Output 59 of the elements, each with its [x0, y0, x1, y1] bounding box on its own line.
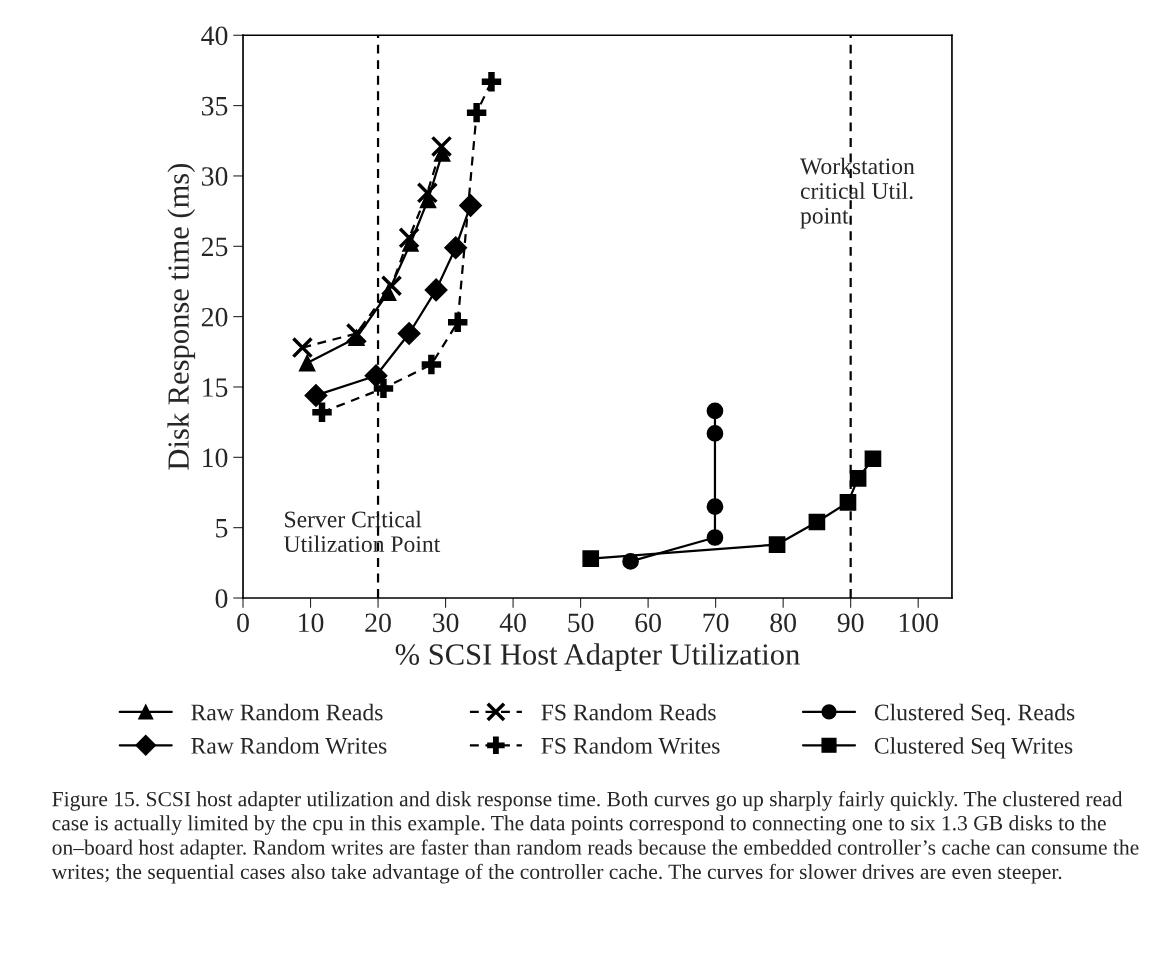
point [430, 135, 453, 158]
point [448, 312, 468, 332]
x-tick-label: 60 [635, 613, 661, 633]
y-tick-label: 30 [201, 167, 228, 186]
point [416, 182, 439, 204]
point [481, 71, 502, 92]
y-tick-label: 0 [215, 589, 228, 608]
point [864, 450, 882, 468]
point [706, 529, 724, 546]
point [706, 498, 724, 515]
point [424, 278, 448, 302]
y-axis-title: Disk Response time (ms) [167, 163, 196, 470]
x-tick-label: 0 [237, 613, 249, 633]
point [298, 354, 316, 372]
x-tick-label: 40 [499, 613, 526, 633]
point [398, 227, 420, 249]
point [768, 536, 786, 553]
legend-label: Clustered Seq Writes [874, 737, 1073, 759]
y-tick-label: 20 [201, 307, 228, 327]
legend-label: Raw Random Writes [191, 737, 387, 754]
ref-line-label: Workstation critical Util. point [800, 157, 915, 229]
y-tick-label: 5 [216, 519, 228, 538]
point [397, 322, 421, 346]
point [839, 494, 857, 511]
y-tick-label: 15 [203, 378, 228, 397]
x-tick-label: 50 [568, 613, 594, 633]
x-tick-label: 70 [703, 613, 729, 633]
point [808, 513, 826, 531]
legend-label: FS Random Reads [541, 703, 716, 721]
point [373, 378, 394, 399]
point [304, 383, 328, 407]
point [312, 402, 332, 423]
x-tick-label: 90 [837, 613, 864, 633]
point [706, 425, 724, 442]
caption: Figure 15. SCSI host adapter utilization and disk response time. Both curves go up sharply fairly quickly. The clustered read case is actually limited by the cpu in this example. The data points correspond to connecting one to six 1.3 GB disks to the on–board host adapter. Random writes are faster than random reads because the embedded controller’s cache can consume the writes; the sequential cases also take advantage of the controller cache. The curves for slower drives are even steeper. [51, 790, 1139, 884]
x-tick-label: 10 [299, 613, 324, 633]
point [466, 102, 487, 123]
point [444, 236, 468, 260]
ref-line-label: Server Critical Utilization Point [284, 510, 441, 553]
y-tick-label: 25 [201, 237, 228, 257]
y-tick-label: 10 [203, 448, 228, 468]
x-tick-label: 80 [770, 613, 796, 633]
point [291, 336, 314, 359]
legend-label: Raw Random Reads [191, 703, 383, 721]
point [364, 364, 388, 388]
x-tick-label: 30 [433, 613, 459, 633]
y-tick-label: 35 [201, 96, 228, 116]
y-tick-label: 40 [201, 26, 228, 46]
point [421, 354, 442, 375]
point [582, 550, 600, 567]
point [345, 322, 368, 345]
point [849, 470, 867, 487]
x-axis-title: % SCSI Host Adapter Utilization [395, 643, 800, 672]
legend-label: FS Random Writes [541, 737, 720, 754]
point [706, 402, 724, 420]
legend-label: Clustered Seq. Reads [874, 703, 1075, 726]
x-tick-label: 20 [365, 613, 391, 633]
point [380, 274, 403, 297]
x-tick-label: 100 [899, 613, 938, 633]
